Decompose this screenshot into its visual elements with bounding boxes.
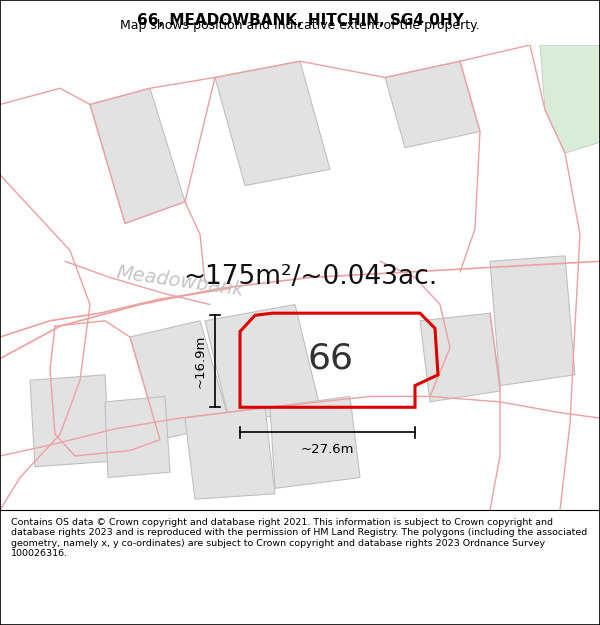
Text: ~27.6m: ~27.6m (301, 443, 354, 456)
Text: Contains OS data © Crown copyright and database right 2021. This information is : Contains OS data © Crown copyright and d… (11, 518, 587, 558)
Text: Map shows position and indicative extent of the property.: Map shows position and indicative extent… (120, 19, 480, 32)
Polygon shape (420, 313, 500, 402)
Polygon shape (490, 256, 575, 386)
Polygon shape (205, 304, 320, 424)
Polygon shape (105, 396, 170, 478)
Polygon shape (130, 321, 230, 440)
Text: Meadowbank: Meadowbank (115, 263, 245, 300)
Text: ~16.9m: ~16.9m (194, 334, 207, 388)
Text: 66: 66 (307, 342, 353, 376)
Polygon shape (270, 396, 360, 488)
Polygon shape (385, 61, 480, 148)
Text: ~175m²/~0.043ac.: ~175m²/~0.043ac. (183, 264, 437, 291)
Polygon shape (215, 61, 330, 186)
Polygon shape (30, 375, 110, 467)
Polygon shape (185, 408, 275, 499)
Polygon shape (90, 88, 185, 223)
Polygon shape (540, 45, 600, 153)
Text: 66, MEADOWBANK, HITCHIN, SG4 0HY: 66, MEADOWBANK, HITCHIN, SG4 0HY (137, 12, 463, 28)
